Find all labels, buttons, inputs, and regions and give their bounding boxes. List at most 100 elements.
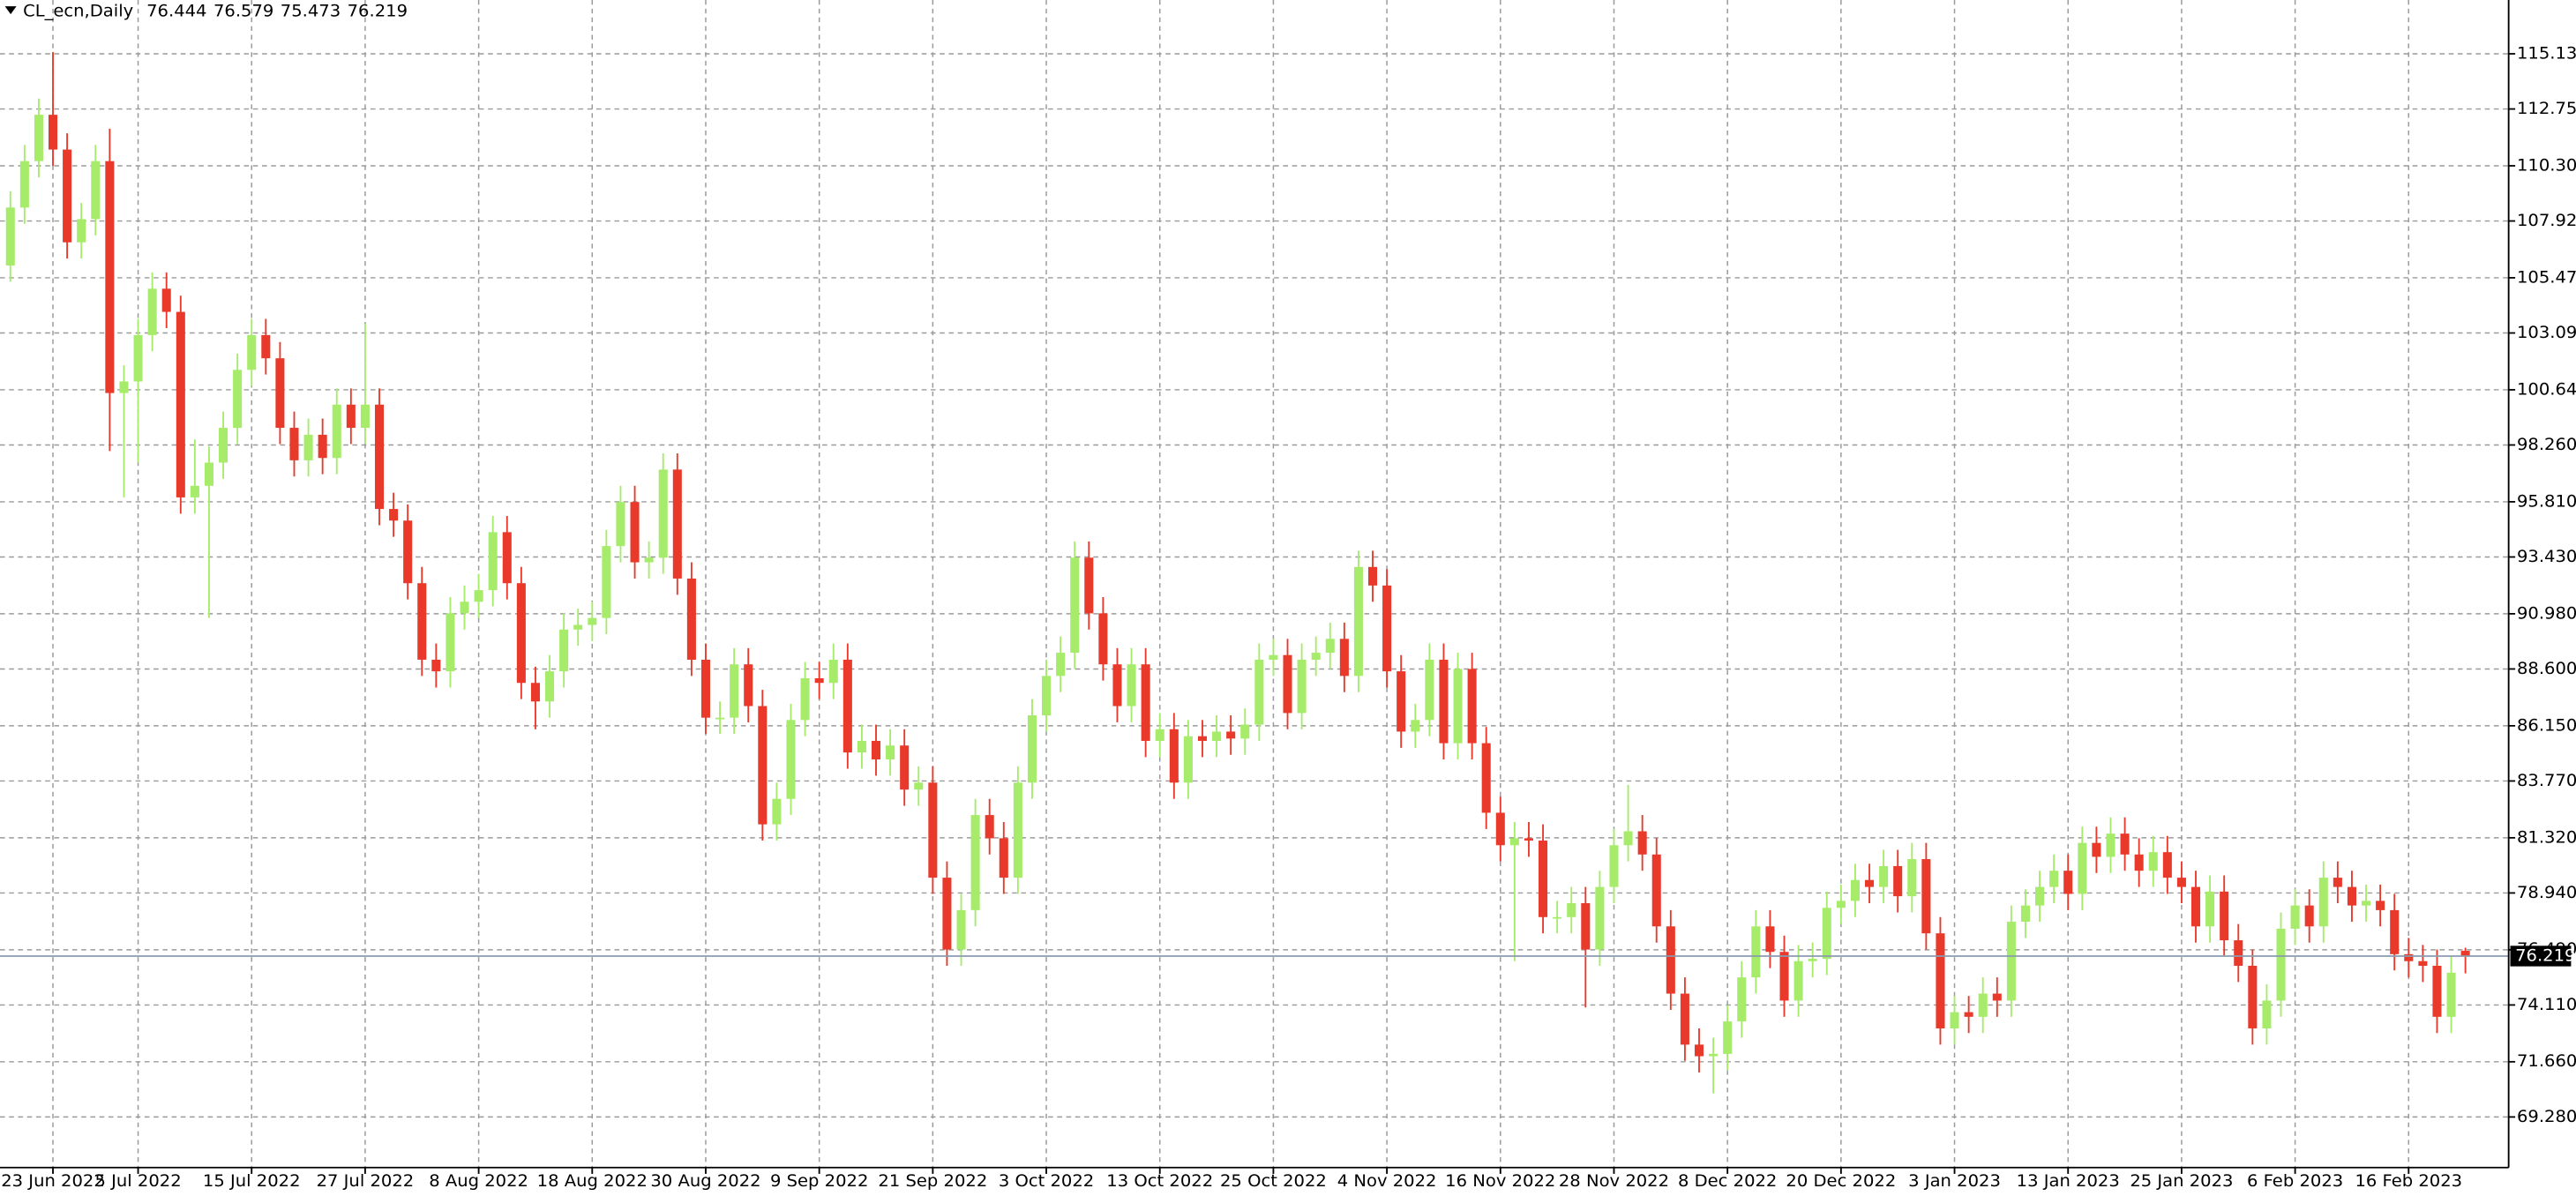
candle-body — [842, 659, 852, 753]
candle-body — [1056, 653, 1066, 676]
candle-body — [1339, 639, 1349, 676]
candle-body — [1581, 903, 1591, 950]
x-tick-label: 16 Nov 2022 — [1445, 1171, 1555, 1192]
candle-body — [1609, 845, 1619, 887]
candle-body — [1042, 676, 1052, 716]
candle-body — [1226, 731, 1236, 739]
candle-body — [374, 404, 385, 510]
candle-body — [559, 629, 569, 672]
candle-body — [431, 659, 441, 672]
candle-body — [1836, 901, 1846, 908]
candle-body — [999, 838, 1008, 878]
header-close: 76.219 — [348, 0, 408, 20]
candle-body — [1070, 557, 1080, 654]
candle-body — [630, 502, 640, 563]
candle-body — [2318, 878, 2328, 927]
candle-body — [886, 745, 895, 760]
candle-body — [1623, 831, 1633, 846]
candle-body — [1197, 736, 1208, 741]
candle-body — [219, 428, 228, 463]
x-tick-label: 9 Sep 2022 — [770, 1171, 868, 1192]
candle-body — [545, 671, 555, 702]
candle-body — [360, 404, 370, 429]
candle-body — [1382, 585, 1392, 672]
candle-body — [588, 617, 597, 625]
candle-body — [1779, 952, 1789, 1001]
candle-body — [970, 815, 980, 910]
candle-body — [1027, 715, 1037, 783]
candle-body — [1864, 879, 1875, 887]
candle-body — [814, 677, 824, 684]
candle-body — [1751, 926, 1761, 978]
candle-body — [1964, 1012, 1973, 1017]
candle-body — [1907, 859, 1917, 897]
candle-body — [2404, 953, 2414, 961]
candle-body — [2304, 905, 2314, 927]
candle-body — [488, 532, 498, 591]
x-tick-label: 13 Oct 2022 — [1106, 1171, 1213, 1192]
axes: 115.130 112.750 110.300 107.920 105.470 103.0… — [1, 43, 2576, 1191]
candle-body — [1367, 566, 1378, 586]
candle-body — [2049, 871, 2059, 887]
candle-body — [2276, 928, 2286, 1001]
candle-body — [2176, 878, 2186, 887]
candle-body — [77, 219, 86, 243]
header-open: 76.444 — [146, 0, 206, 20]
candle-body — [1183, 736, 1193, 783]
candle-body — [758, 706, 768, 825]
candle-body — [1666, 926, 1675, 994]
candle-body — [119, 381, 129, 393]
candle-body — [1013, 782, 1022, 878]
candle-body — [346, 404, 356, 429]
candle-body — [275, 358, 285, 429]
candle-body — [2290, 905, 2300, 929]
candle-body — [928, 782, 938, 878]
x-tick-label: 21 Sep 2022 — [878, 1171, 987, 1192]
candle-body — [303, 434, 313, 460]
candle-body — [700, 659, 711, 718]
x-tick-label: 13 Jan 2023 — [2017, 1171, 2120, 1192]
candle-body — [786, 720, 796, 799]
candle-body — [686, 578, 696, 660]
y-tick-label: 98.260 — [2517, 434, 2576, 454]
y-tick-label: 88.600 — [2517, 658, 2576, 678]
y-tick-label: 90.980 — [2517, 603, 2576, 624]
candle-body — [417, 583, 427, 660]
candle-body — [1254, 659, 1264, 725]
candle-body — [2262, 1000, 2272, 1028]
y-tick-label: 93.430 — [2517, 546, 2576, 566]
candle-body — [616, 502, 625, 547]
candle-body — [91, 161, 101, 220]
y-tick-label: 110.300 — [2517, 155, 2576, 176]
x-tick-label: 30 Aug 2022 — [650, 1171, 760, 1192]
candle-body — [2390, 909, 2400, 954]
candle-body — [1169, 729, 1179, 783]
x-tick-label: 28 Nov 2022 — [1559, 1171, 1669, 1192]
candle-body — [1155, 729, 1164, 741]
candle-body — [48, 115, 58, 150]
candle-body — [1524, 838, 1533, 841]
y-tick-label: 81.320 — [2517, 827, 2576, 848]
candle-body — [900, 745, 910, 790]
candle-body — [942, 878, 952, 950]
candle-body — [1893, 865, 1903, 897]
candle-body — [332, 404, 341, 459]
candle-body — [1567, 903, 1576, 917]
candle-body — [2234, 940, 2243, 966]
candle-body — [1084, 557, 1094, 614]
candle-body — [1808, 959, 1817, 961]
candle-body — [190, 485, 199, 497]
candle-body — [133, 334, 143, 382]
candle-body — [1098, 613, 1108, 665]
candle-body — [247, 334, 257, 370]
candle-body — [828, 659, 838, 684]
candle-body — [1737, 977, 1747, 1022]
candle-body — [715, 717, 725, 720]
candle-body — [857, 740, 866, 753]
candle-body — [672, 469, 682, 579]
candle-body — [1709, 1053, 1719, 1057]
menu-arrow[interactable] — [4, 6, 17, 15]
x-tick-label: 25 Jan 2023 — [2130, 1171, 2233, 1192]
candle-body — [2134, 854, 2144, 871]
candle-body — [1325, 639, 1335, 654]
